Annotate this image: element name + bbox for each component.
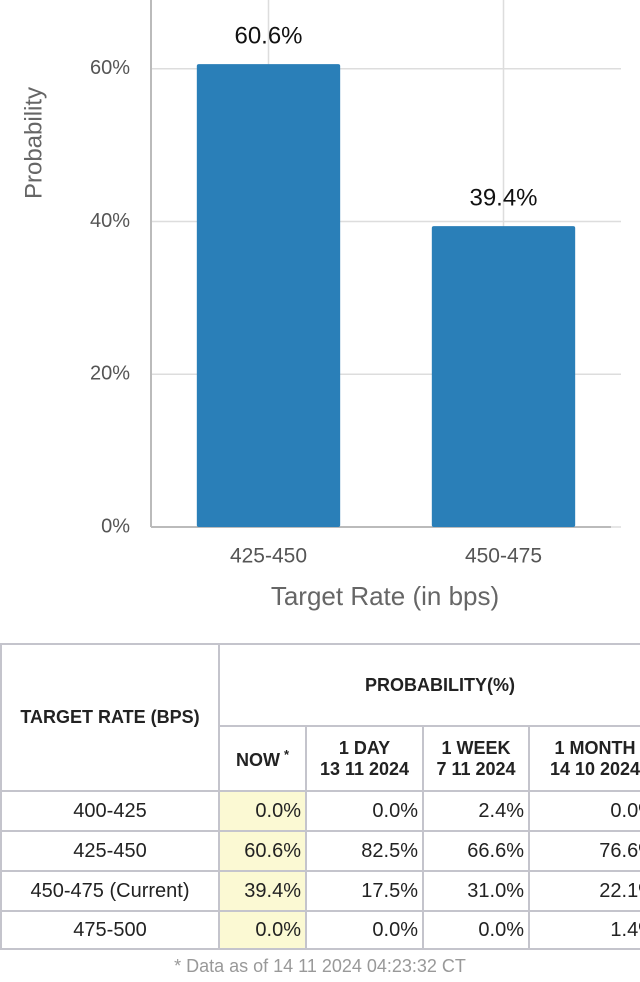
- column-note: *: [283, 746, 290, 762]
- probability-cell: 0.0%: [528, 790, 640, 832]
- bar: [431, 226, 576, 527]
- y-axis-label: Probability: [20, 87, 47, 199]
- probability-cell: 66.6%: [422, 830, 530, 872]
- y-tick-label: 0%: [101, 515, 130, 537]
- probability-cell: 0.0%: [218, 790, 307, 832]
- probability-cell: 0.0%: [305, 910, 424, 950]
- header-row: TARGET RATE (BPS) PROBABILITY(%): [0, 643, 640, 792]
- y-tick-label: 20%: [90, 363, 130, 385]
- probability-table: TARGET RATE (BPS) PROBABILITY(%) NOW * 1 DAY…: [0, 643, 640, 950]
- probability-cell: 60.6%: [218, 830, 307, 872]
- group-header-cell: PROBABILITY(%): [218, 643, 640, 727]
- subheader-row: NOW * 1 DAY 13 11 2024 1 WEEK 7 11 2024 1 MONT…: [1, 725, 640, 792]
- probability-cell: 76.6%: [528, 830, 640, 872]
- footnote: * Data as of 14 11 2024 04:23:32 CT: [174, 956, 466, 976]
- probability-cell: 39.4%: [218, 870, 307, 912]
- column-header: 1 MONTH 14 10 2024: [528, 725, 640, 792]
- column-date: 7 11 2024: [436, 758, 516, 779]
- column-header: 1 WEEK 7 11 2024: [422, 725, 530, 792]
- probability-cell: 31.0%: [422, 870, 530, 912]
- data-label: 39.4%: [469, 184, 537, 211]
- rate-cell: 400-425: [0, 790, 220, 832]
- probability-cell: 2.4%: [422, 790, 530, 832]
- bar: [196, 64, 341, 527]
- header-cell: TARGET RATE (BPS): [0, 643, 220, 792]
- data-row: 450-475 (Current)39.4%17.5%31.0%22.1%: [0, 870, 640, 912]
- x-tick-label: 425-450: [230, 545, 307, 568]
- probability-cell: 0.0%: [218, 910, 307, 950]
- chart: Probability Target Rate (in bps) 0% 20% 40…: [20, 0, 621, 611]
- probability-cell: 1.4%: [528, 910, 640, 950]
- column-date: 13 11 2024: [319, 758, 410, 779]
- probability-cell: 0.0%: [422, 910, 530, 950]
- probability-cell: 22.1%: [528, 870, 640, 912]
- column-header: NOW *: [218, 725, 307, 792]
- probability-cell: 82.5%: [305, 830, 424, 872]
- column-label: 1 WEEK: [441, 737, 511, 758]
- column-header: 1 DAY 13 11 2024: [305, 725, 424, 792]
- column-date: 14 10 2024: [549, 758, 640, 779]
- column-label: 1 MONTH: [554, 737, 636, 758]
- probability-cell: 0.0%: [305, 790, 424, 832]
- column-label: NOW: [235, 749, 280, 770]
- y-tick-label: 60%: [90, 57, 130, 79]
- rate-cell: 450-475 (Current): [0, 870, 220, 912]
- rate-cell: 425-450: [0, 830, 220, 872]
- probability-cell: 17.5%: [305, 870, 424, 912]
- x-tick-label: 450-475: [465, 545, 542, 568]
- x-axis-label: Target Rate (in bps): [271, 581, 499, 611]
- data-label: 60.6%: [234, 23, 302, 50]
- y-tick-label: 40%: [90, 210, 130, 232]
- column-label: 1 DAY: [338, 737, 391, 758]
- rate-cell: 475-500: [0, 910, 220, 950]
